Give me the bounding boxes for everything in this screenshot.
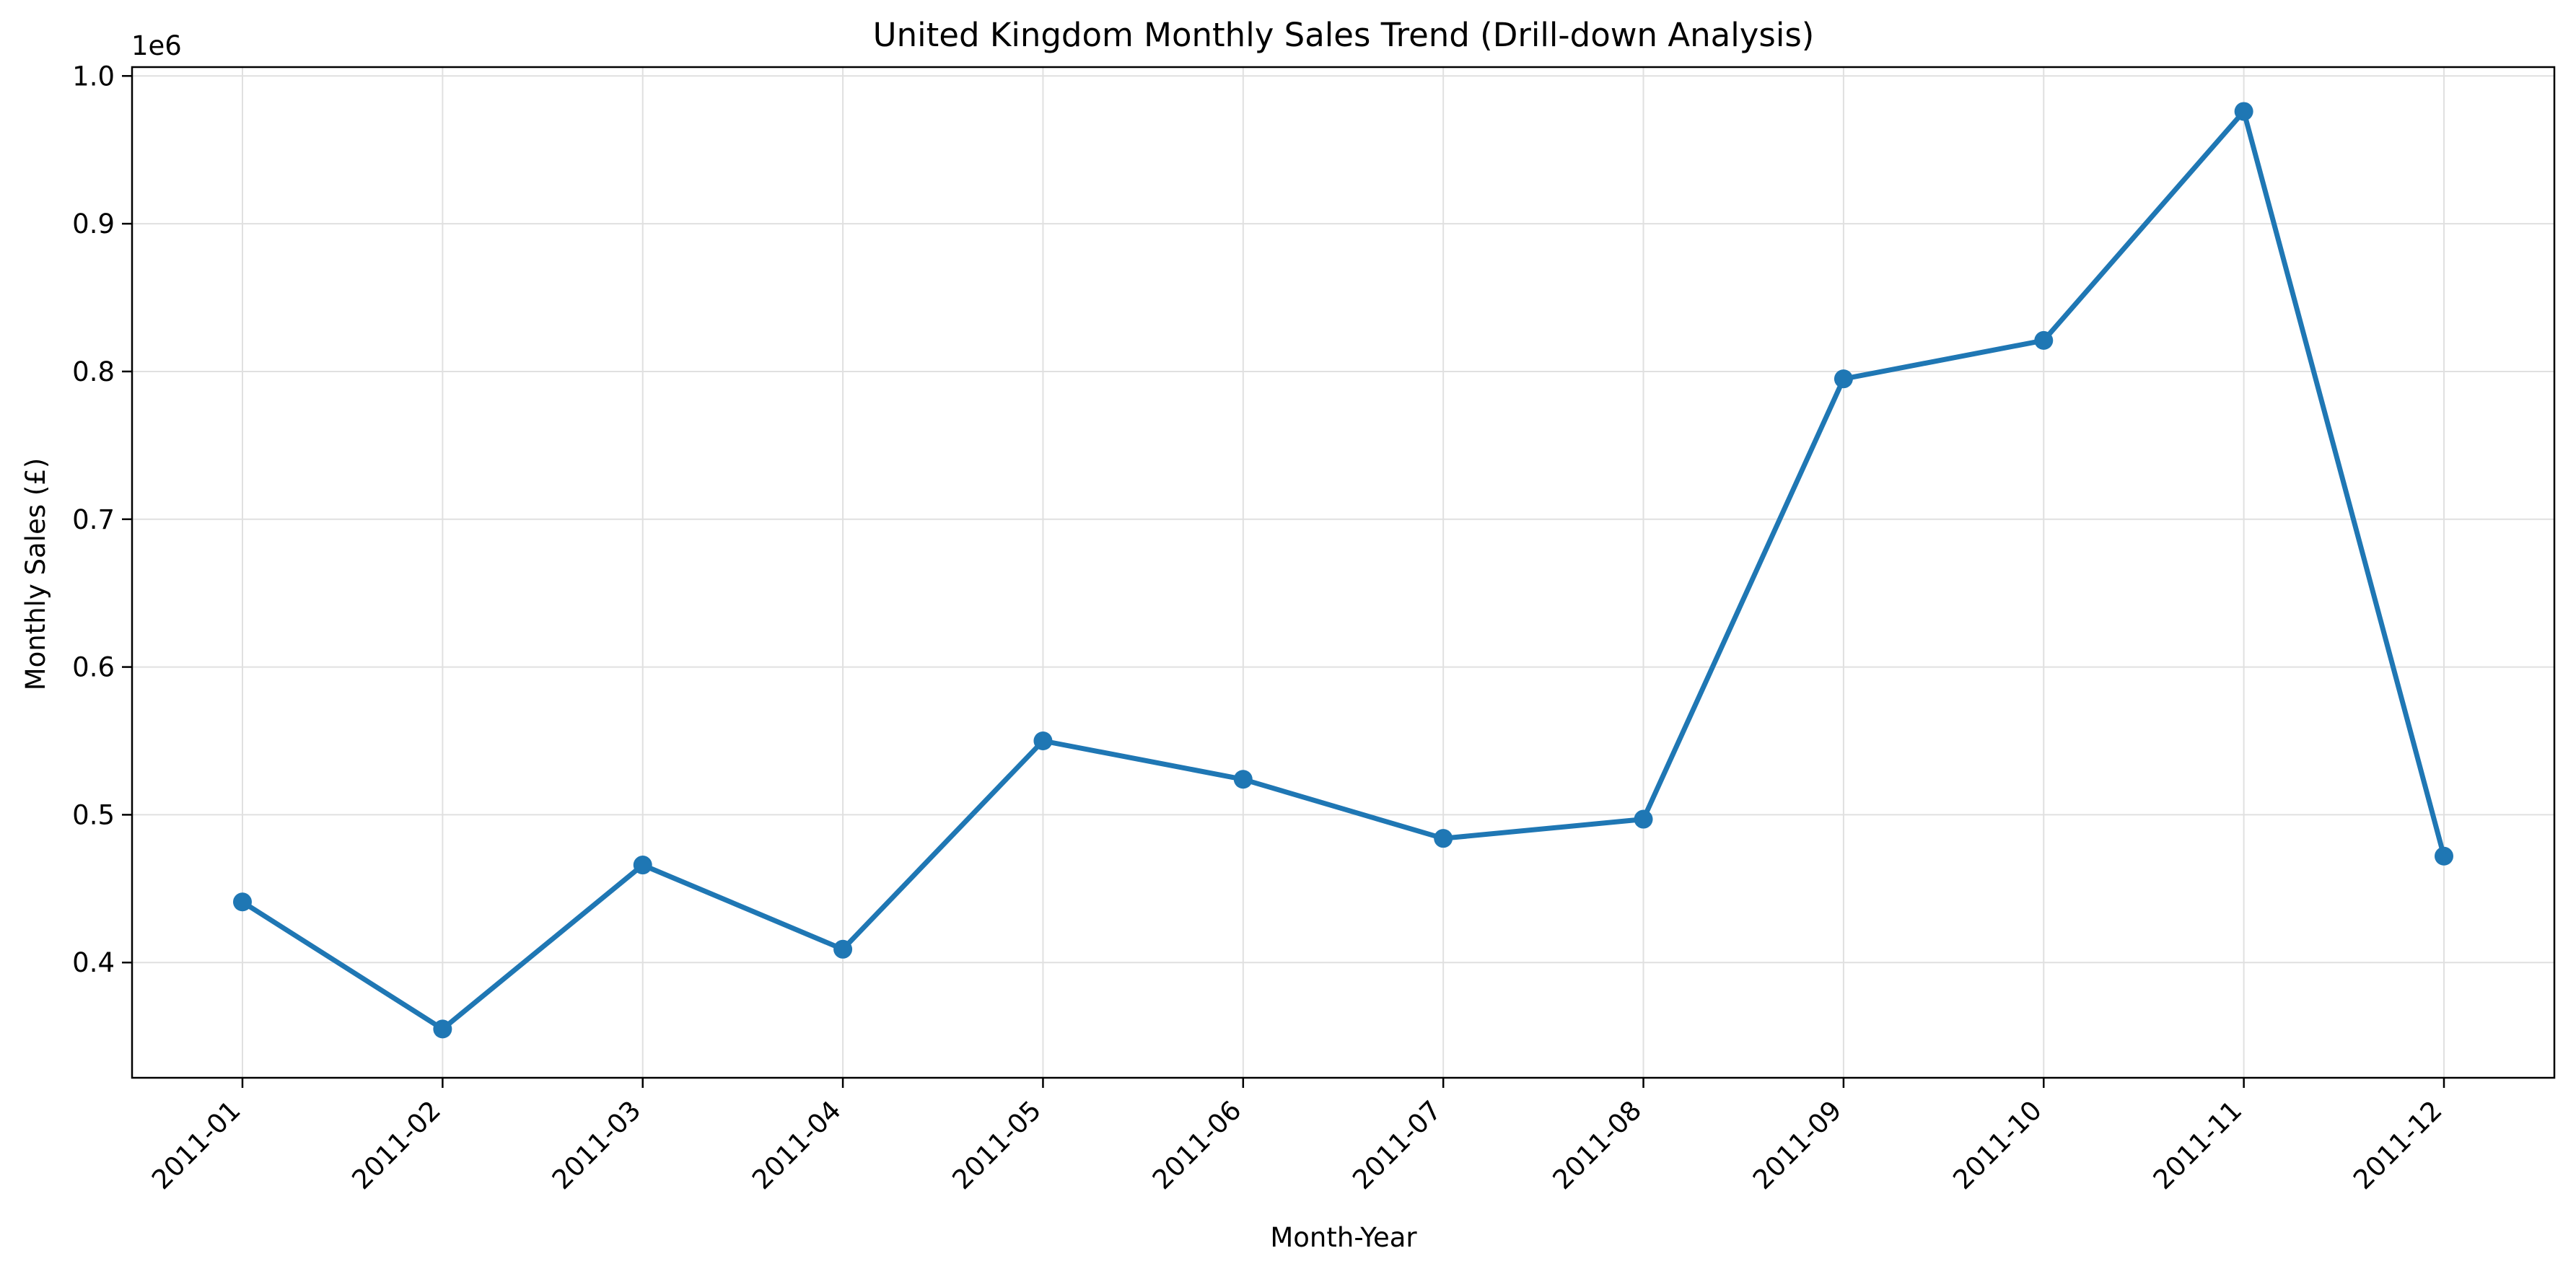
data-point: [1233, 770, 1253, 789]
x-tick-label: 2011-02: [346, 1094, 447, 1195]
y-axis-offset-label: 1e6: [131, 30, 182, 61]
data-point: [233, 892, 252, 912]
y-tick-label: 0.4: [72, 947, 115, 978]
data-point: [2435, 846, 2453, 866]
x-axis-label: Month-Year: [1270, 1222, 1417, 1253]
x-tick-label: 2011-11: [2147, 1094, 2248, 1195]
data-point: [633, 856, 652, 875]
data-point: [2034, 330, 2054, 350]
y-axis-label: Monthly Sales (£): [20, 458, 51, 691]
data-point: [1434, 829, 1453, 848]
data-point: [1834, 369, 1853, 389]
y-tick-label: 0.7: [72, 504, 115, 535]
chart-title: United Kingdom Monthly Sales Trend (Dril…: [873, 16, 1815, 54]
x-tick-label: 2011-08: [1547, 1094, 1648, 1195]
x-tick-label: 2011-09: [1747, 1094, 1848, 1195]
y-tick-label: 1.0: [72, 61, 115, 92]
x-tick-label: 2011-05: [947, 1094, 1048, 1195]
x-tick-label: 2011-12: [2347, 1094, 2448, 1195]
plot-frame: [131, 66, 2556, 1079]
x-tick-label: 2011-10: [1947, 1094, 2048, 1195]
data-point: [833, 939, 853, 959]
y-tick-label: 0.9: [72, 208, 115, 240]
series-line: [240, 108, 2447, 1032]
data-point: [1033, 732, 1053, 750]
x-tick-label: 2011-01: [146, 1094, 247, 1195]
y-tick-label: 0.5: [72, 799, 115, 830]
grid: [132, 67, 2554, 1078]
data-layer: [233, 102, 2453, 1039]
x-tick-label: 2011-04: [746, 1094, 847, 1195]
x-tick-label: 2011-07: [1346, 1094, 1447, 1195]
y-tick-label: 0.8: [72, 356, 115, 387]
x-tick-label: 2011-06: [1147, 1094, 1248, 1195]
x-tick-label: 2011-03: [546, 1094, 647, 1195]
data-point: [2234, 102, 2253, 121]
y-tick-label: 0.6: [72, 652, 115, 683]
data-point: [1634, 809, 1653, 829]
data-point: [433, 1019, 452, 1039]
